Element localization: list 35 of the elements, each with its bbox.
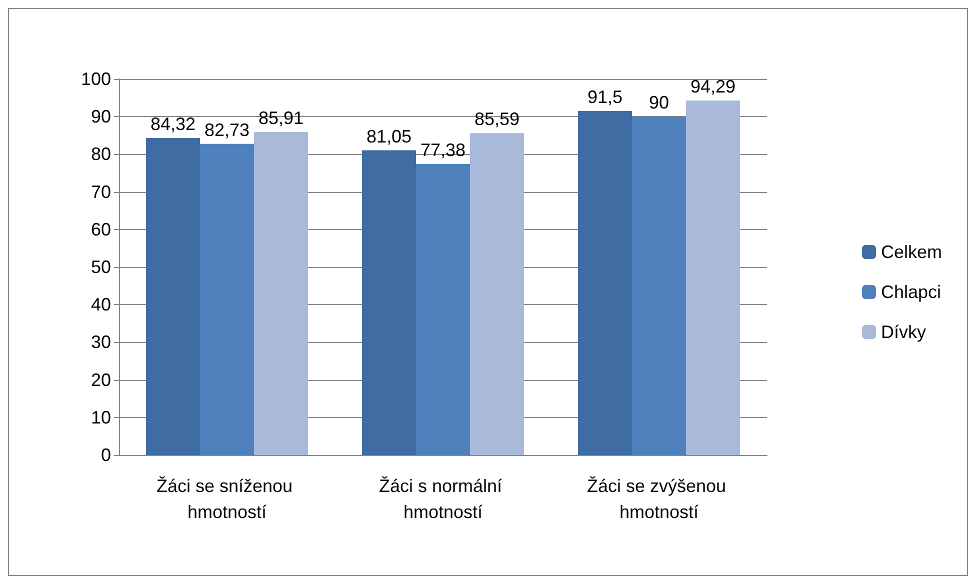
legend-label: Celkem xyxy=(880,242,942,262)
data-label: 84,32 xyxy=(150,114,196,134)
y-tick-label: 30 xyxy=(90,332,111,352)
y-tick-label: 20 xyxy=(90,370,111,390)
y-tick-label: 60 xyxy=(90,219,111,240)
data-label: 85,91 xyxy=(258,108,304,128)
bar xyxy=(362,150,416,455)
data-label: 90 xyxy=(648,92,670,113)
bar xyxy=(146,138,200,455)
bar xyxy=(200,144,254,455)
y-tick-label: 90 xyxy=(90,106,111,127)
y-tick-label: 50 xyxy=(90,257,111,277)
data-label: 82,73 xyxy=(204,120,250,140)
x-tick-label: Žáci s normální hmotností xyxy=(378,476,508,522)
bar xyxy=(686,100,740,455)
x-tick-label: Žáci se sníženou hmotností xyxy=(156,476,298,522)
y-tick-label: 100 xyxy=(80,69,111,89)
bar xyxy=(470,133,524,455)
data-label: 91,5 xyxy=(587,86,623,107)
y-tick-label: 40 xyxy=(90,294,111,315)
data-label: 94,29 xyxy=(690,76,736,96)
data-label: 81,05 xyxy=(366,126,412,146)
data-label: 77,38 xyxy=(420,140,466,160)
bar xyxy=(632,116,686,455)
y-tick-label: 80 xyxy=(90,144,111,164)
bar xyxy=(416,164,470,455)
bar xyxy=(254,132,308,455)
bar xyxy=(578,110,632,455)
legend-label: Dívky xyxy=(880,322,926,342)
data-label: 85,59 xyxy=(474,109,520,130)
y-tick-label: 0 xyxy=(100,445,111,465)
x-tick-label: Žáci se zvýšenou hmotností xyxy=(586,476,732,522)
y-tick-label: 10 xyxy=(90,407,111,428)
legend-label: Chlapci xyxy=(880,282,942,302)
y-tick-label: 70 xyxy=(90,182,111,202)
